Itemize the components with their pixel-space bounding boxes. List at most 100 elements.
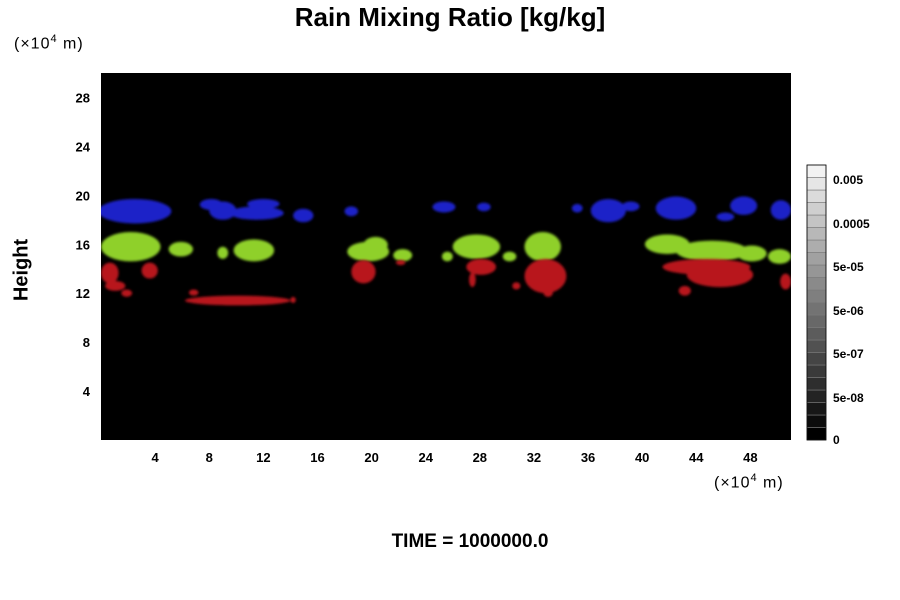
data-region	[105, 280, 126, 291]
y-tick-label: 24	[76, 139, 91, 154]
data-region	[209, 201, 237, 220]
y-tick-label: 20	[76, 188, 90, 203]
data-region	[293, 208, 314, 223]
data-region	[233, 239, 275, 262]
data-region	[590, 199, 626, 223]
data-region	[351, 260, 376, 284]
colorbar-level	[806, 339, 827, 353]
data-region	[736, 245, 767, 262]
data-region	[247, 199, 280, 209]
data-region	[363, 236, 388, 253]
data-region	[441, 251, 453, 262]
colorbar-label: 5e-05	[833, 260, 864, 274]
y-tick-label: 4	[83, 384, 91, 399]
y-axis-unit: (×104 m)	[14, 33, 84, 53]
data-region	[678, 285, 691, 296]
y-tick-label: 8	[83, 335, 90, 350]
x-tick-label: 16	[310, 450, 324, 465]
colorbar-label: 5e-08	[833, 391, 864, 405]
colorbar-level	[806, 202, 827, 216]
data-region	[571, 203, 583, 213]
colorbar-level	[806, 177, 827, 191]
colorbar-label: 5e-06	[833, 304, 864, 318]
x-tick-label: 40	[635, 450, 649, 465]
data-region	[452, 234, 501, 259]
data-region	[466, 258, 497, 275]
data-region	[148, 201, 162, 213]
layer-2	[101, 258, 791, 306]
colorbar-level	[806, 214, 827, 228]
colorbar-level	[806, 277, 827, 291]
colorbar-level	[806, 189, 827, 203]
data-region	[676, 240, 748, 262]
colorbar-level	[806, 389, 827, 403]
colorbar-level	[806, 164, 827, 178]
colorbar-level	[806, 264, 827, 278]
data-region	[290, 296, 296, 303]
colorbar-label: 5e-07	[833, 347, 864, 361]
x-tick-label: 32	[527, 450, 541, 465]
colorbar-label: 0	[833, 433, 840, 447]
layer-0	[101, 196, 791, 224]
x-tick-label: 8	[206, 450, 213, 465]
colorbar-label: 0.005	[833, 173, 863, 187]
x-tick-label: 48	[743, 450, 757, 465]
x-axis-unit: (×104 m)	[714, 472, 784, 492]
data-region	[188, 289, 199, 296]
colorbar-level	[806, 302, 827, 316]
colorbar-level	[806, 227, 827, 241]
colorbar-level	[806, 239, 827, 253]
colorbar-level	[806, 314, 827, 328]
data-region	[229, 206, 284, 220]
data-region	[393, 249, 413, 262]
data-region	[543, 288, 553, 297]
colorbar-label: 0.0005	[833, 217, 870, 231]
colorbar-level	[806, 289, 827, 303]
data-region	[621, 201, 640, 212]
x-tick-label: 12	[256, 450, 270, 465]
data-region	[121, 289, 133, 297]
data-region	[770, 200, 791, 220]
data-region	[477, 202, 491, 212]
colorbar-level	[806, 377, 827, 391]
y-tick-label: 28	[76, 90, 90, 105]
colorbar-frame	[806, 164, 827, 441]
data-region	[686, 262, 754, 288]
data-region	[768, 249, 791, 264]
data-region	[344, 206, 359, 217]
data-region	[101, 232, 161, 262]
data-region	[716, 212, 735, 222]
data-region	[101, 262, 119, 284]
data-region	[730, 196, 758, 215]
x-tick-label: 28	[473, 450, 487, 465]
data-region	[184, 295, 291, 306]
x-tick-label: 20	[364, 450, 378, 465]
data-region	[524, 258, 567, 294]
layer-1	[101, 232, 791, 264]
time-label: TIME = 1000000.0	[391, 531, 549, 552]
data-region	[469, 272, 476, 288]
data-region	[395, 260, 406, 266]
colorbar-level	[806, 427, 827, 441]
data-region	[655, 196, 697, 220]
data-region	[101, 199, 172, 224]
colorbar: 0.005 0.0005 5e-05 5e-06 5e-07 5e-08 0	[806, 164, 870, 447]
x-tick-label: 4	[152, 450, 160, 465]
x-tick-label: 36	[581, 450, 595, 465]
chart-title: Rain Mixing Ratio [kg/kg]	[294, 2, 606, 32]
colorbar-level	[806, 414, 827, 428]
data-region	[502, 251, 517, 262]
data-region	[512, 282, 521, 290]
colorbar-level	[806, 352, 827, 366]
data-region	[524, 232, 561, 262]
colorbar-level	[806, 327, 827, 341]
data-region	[217, 246, 229, 259]
colorbar-level	[806, 252, 827, 266]
x-tick-label: 24	[418, 450, 433, 465]
colorbar-level	[806, 364, 827, 378]
y-tick-label: 12	[76, 286, 90, 301]
x-tick-label: 44	[689, 450, 704, 465]
data-region	[168, 241, 193, 257]
data-region	[780, 273, 791, 290]
